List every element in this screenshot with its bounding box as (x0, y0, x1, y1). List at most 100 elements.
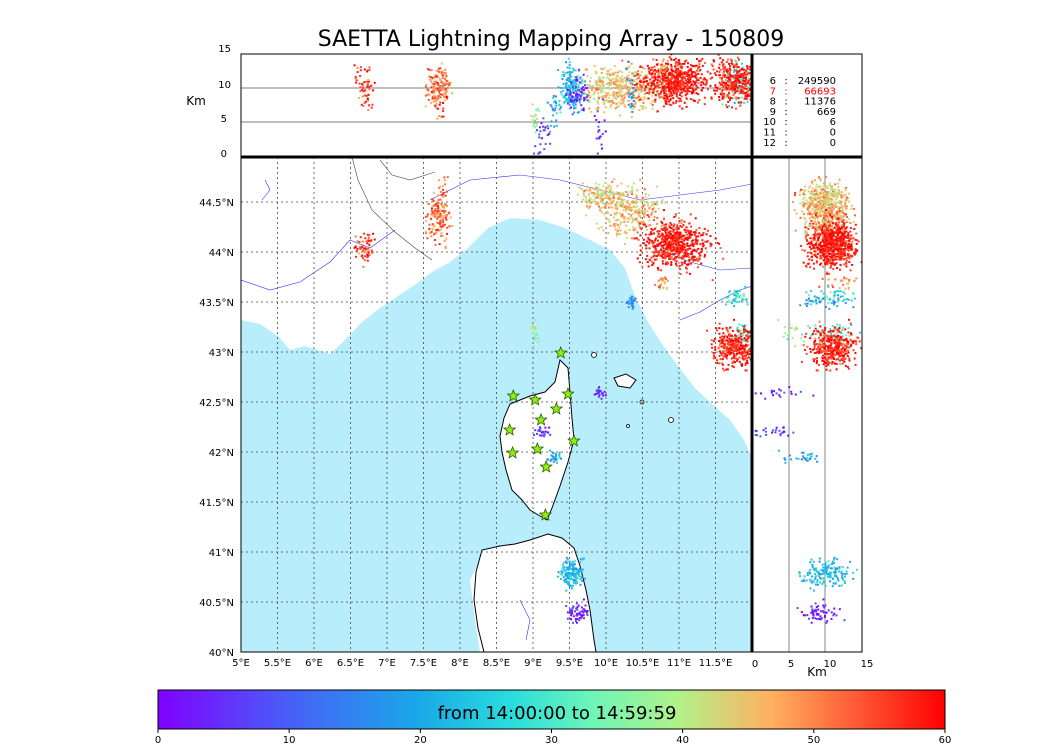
lightning-source-point-right (846, 196, 849, 199)
lightning-source-point (682, 242, 685, 245)
lightning-source-point (437, 194, 440, 197)
lightning-source-point (577, 573, 580, 576)
lightning-source-point (689, 213, 692, 216)
lat-tick-label: 40°N (209, 648, 234, 659)
lightning-source-point-top (631, 90, 634, 93)
lon-tick-label: 5°E (232, 658, 250, 669)
lightning-source-point-top (631, 83, 634, 86)
lightning-source-point (749, 350, 752, 353)
lightning-source-point (741, 332, 744, 335)
lightning-source-point-right (810, 190, 813, 193)
lightning-source-point (570, 562, 573, 565)
lightning-source-point (569, 608, 572, 611)
lightning-source-point (724, 356, 727, 359)
lightning-source-point (679, 251, 682, 254)
lightning-source-point (651, 203, 654, 206)
lightning-source-point-right (835, 262, 838, 265)
stats-separator: : (784, 138, 787, 149)
lightning-source-point (697, 247, 700, 250)
lightning-source-point-right (802, 188, 805, 191)
lightning-source-point (430, 235, 433, 238)
lightning-source-point (738, 337, 741, 340)
lightning-source-point-top (728, 75, 731, 78)
lightning-source-point-top (670, 93, 673, 96)
lightning-source-point-right (790, 326, 793, 329)
lightning-source-point-right (805, 233, 808, 236)
lightning-source-point-right (799, 190, 802, 193)
lightning-source-point-right (845, 196, 848, 199)
lightning-source-point (600, 189, 603, 192)
lightning-source-point (746, 303, 749, 306)
lightning-source-point-top (603, 67, 606, 70)
lightning-source-point-top (361, 89, 364, 92)
lightning-source-point-top (567, 93, 570, 96)
lightning-source-point-top (693, 71, 696, 74)
lightning-source-point (633, 300, 636, 303)
lightning-source-point-top (643, 92, 646, 95)
lightning-source-point-top (571, 113, 574, 116)
lightning-source-point (576, 608, 579, 611)
lightning-source-point-right (821, 200, 824, 203)
lightning-source-point (597, 395, 600, 398)
lightning-source-point-top (564, 61, 567, 64)
lightning-source-point-top (629, 93, 632, 96)
lightning-source-point-top (674, 76, 677, 79)
lightning-source-point-top (688, 81, 691, 84)
lightning-source-point-top (657, 92, 660, 95)
lightning-source-point (683, 254, 686, 257)
lon-tick-label: 10°E (594, 658, 618, 669)
lightning-source-point (565, 572, 568, 575)
lightning-source-point (575, 621, 578, 624)
lightning-source-point-top (610, 87, 613, 90)
lightning-source-point-top (722, 71, 725, 74)
lightning-source-point-top (560, 93, 563, 96)
lightning-source-point-top (670, 83, 673, 86)
lightning-source-point (668, 233, 671, 236)
lightning-source-point-top (665, 85, 668, 88)
lightning-source-point (578, 611, 581, 614)
lightning-source-point-top (675, 100, 678, 103)
lightning-source-point-top (597, 102, 600, 105)
lightning-source-point (613, 212, 616, 215)
lightning-source-point-top (654, 94, 657, 97)
lightning-source-point-top (669, 91, 672, 94)
figure-title: SAETTA Lightning Mapping Array - 150809 (318, 27, 785, 52)
lightning-source-point-top (593, 91, 596, 94)
lightning-source-point-right (835, 213, 838, 216)
lightning-source-point (741, 355, 744, 358)
lightning-source-point-right (827, 193, 830, 196)
lightning-source-point-top (736, 66, 739, 69)
lightning-source-point (630, 190, 633, 193)
lightning-source-point (626, 185, 629, 188)
lightning-source-point (426, 213, 429, 216)
lightning-source-point-top (634, 101, 637, 104)
lightning-source-point (656, 203, 659, 206)
lightning-source-point-right (822, 202, 825, 205)
lightning-source-point-right (821, 247, 824, 250)
lightning-source-point (652, 255, 655, 258)
lightning-source-point-right (810, 211, 813, 214)
lightning-source-point (728, 349, 731, 352)
lightning-source-point (646, 240, 649, 243)
lightning-source-point (650, 213, 653, 216)
lightning-source-point (642, 223, 645, 226)
lightning-source-point-top (566, 98, 569, 101)
lightning-source-point (367, 236, 370, 239)
lightning-source-point-right (831, 212, 834, 215)
lightning-source-point (442, 206, 445, 209)
lightning-source-point (534, 319, 537, 322)
lightning-source-point-top (693, 99, 696, 102)
lightning-source-point (721, 298, 724, 301)
lightning-source-point-top (605, 96, 608, 99)
lightning-source-point (745, 330, 748, 333)
lightning-source-point (582, 617, 585, 620)
lightning-source-point-top (743, 101, 746, 104)
lightning-source-point-top (748, 82, 751, 85)
lightning-source-point (609, 188, 612, 191)
lightning-source-point-top (736, 75, 739, 78)
lightning-source-point-top (716, 87, 719, 90)
lightning-source-point (648, 247, 651, 250)
lightning-source-point-top (680, 87, 683, 90)
lightning-source-point (601, 202, 604, 205)
lightning-source-point (531, 323, 534, 326)
